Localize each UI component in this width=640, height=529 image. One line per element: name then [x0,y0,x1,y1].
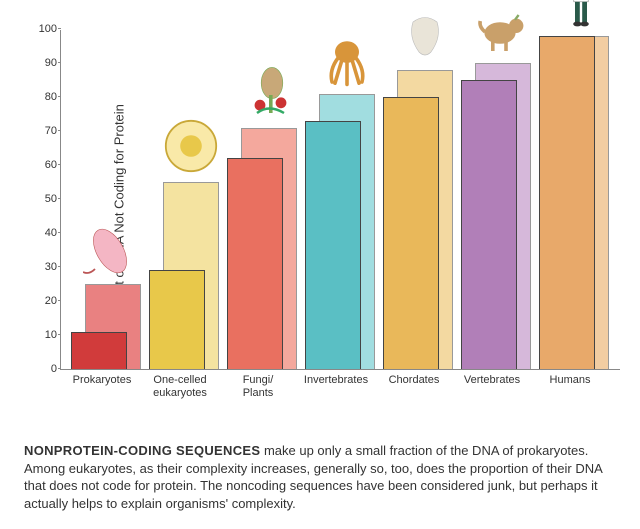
plant-icon [239,57,299,132]
bar-front [461,80,517,369]
ytick-label: 30 [45,261,61,273]
x-category-label: One-celled eukaryotes [143,374,217,400]
bacteria-icon [83,213,143,288]
ytick-label: 20 [45,295,61,307]
ytick-label: 70 [45,125,61,137]
human-icon [551,0,611,40]
ytick-label: 40 [45,227,61,239]
amphi-icon [395,0,455,74]
ytick-label: 80 [45,91,61,103]
ytick-label: 90 [45,57,61,69]
x-category-label: Humans [533,374,607,387]
x-category-label: Invertebrates [299,374,373,387]
cell-icon [161,111,221,186]
ytick-label: 100 [39,23,61,35]
bar-front [539,36,595,369]
bar-front [383,97,439,369]
x-category-label: Chordates [377,374,451,387]
bar-front [305,121,361,369]
caption-lead: NONPROTEIN-CODING SEQUENCES [24,443,260,458]
ytick-label: 0 [51,363,61,375]
octopus-icon [317,23,377,98]
bar-front [227,158,283,369]
dna-noncoding-chart: Percent of DNA Not Coding for Protein 01… [60,30,620,400]
dog-icon [473,0,533,67]
ytick-label: 60 [45,159,61,171]
ytick-label: 50 [45,193,61,205]
bar-front [149,270,205,369]
plot-area: 0102030405060708090100ProkaryotesOne-cel… [60,30,620,370]
x-category-label: Fungi/ Plants [221,374,295,400]
x-category-label: Prokaryotes [65,374,139,387]
caption: NONPROTEIN-CODING SEQUENCES make up only… [24,442,616,512]
x-category-label: Vertebrates [455,374,529,387]
ytick-label: 10 [45,329,61,341]
bar-front [71,332,127,369]
